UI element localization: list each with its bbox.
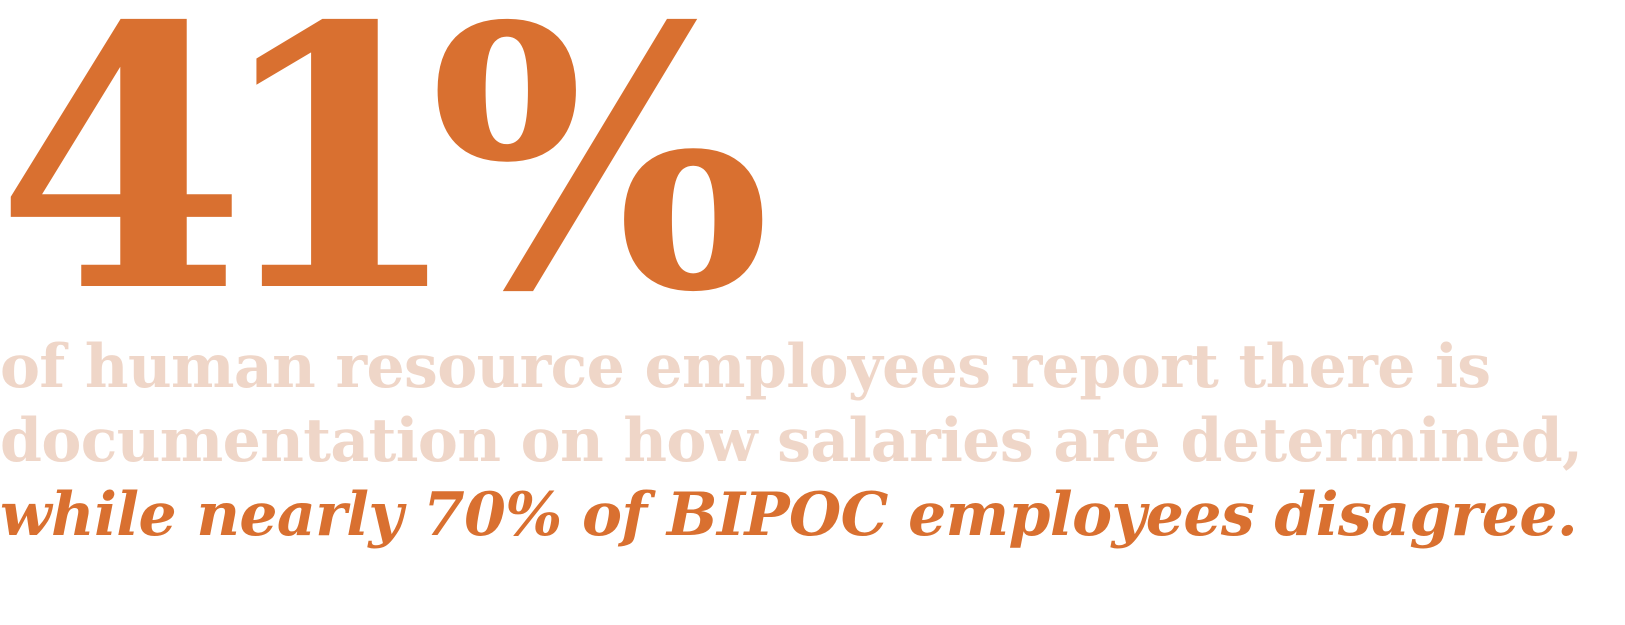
- stat-description: of human resource employees report there…: [0, 330, 1625, 552]
- big-stat-value: 41%: [0, 0, 771, 371]
- description-line-2: documentation on how salaries are determ…: [0, 406, 1583, 476]
- description-line-1: of human resource employees report there…: [0, 332, 1491, 402]
- description-highlight: while nearly 70% of BIPOC employees disa…: [0, 480, 1578, 550]
